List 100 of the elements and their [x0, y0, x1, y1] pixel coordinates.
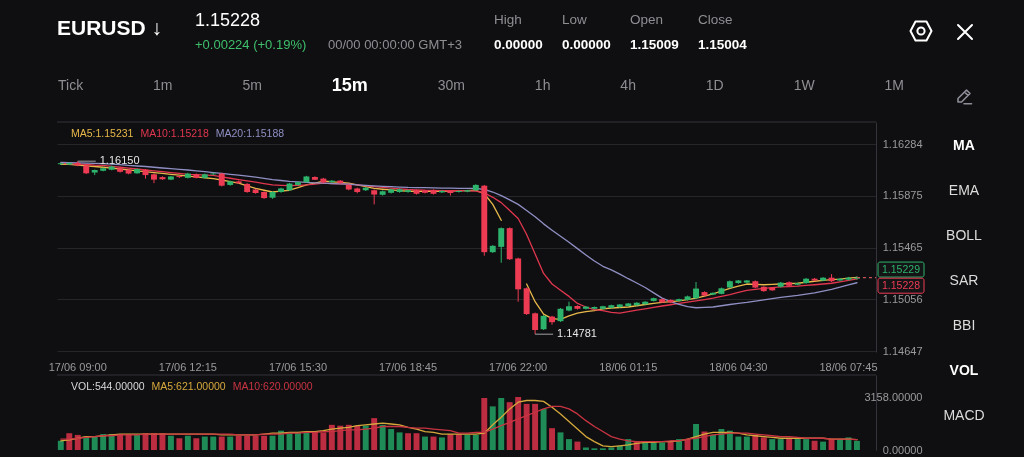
- text: 1W: [793, 77, 815, 93]
- x-tick-label: 18/06 07:45: [819, 360, 878, 373]
- text: MA10:620.00000: [232, 380, 313, 392]
- text: Close: [698, 12, 733, 27]
- text: 15m: [331, 75, 368, 95]
- bar: [100, 434, 107, 450]
- text: Tick: [58, 77, 84, 93]
- text: 1h: [534, 77, 551, 93]
- ref-line-label: 1.15229: [882, 262, 921, 275]
- bar: [447, 434, 454, 450]
- text: 0.00000: [562, 37, 611, 52]
- bar: [786, 438, 793, 450]
- bar: [379, 424, 386, 450]
- text: BOLL: [946, 227, 982, 243]
- x-tick-label: 18/06 04:30: [709, 360, 768, 373]
- ref-line-label: 1.15228: [882, 278, 921, 291]
- text: EMA: [948, 182, 980, 198]
- bar: [794, 439, 801, 450]
- bar: [608, 447, 615, 450]
- bar: [210, 436, 217, 450]
- bar: [405, 433, 412, 450]
- y-tick-label: 1.14647: [882, 344, 923, 357]
- bar: [549, 428, 556, 450]
- y-tick-label: 1.15465: [882, 241, 923, 254]
- bar: [362, 425, 369, 450]
- text: Low: [562, 12, 587, 27]
- bar: [438, 437, 445, 450]
- text: EURUSD ↓: [57, 16, 163, 39]
- bar: [743, 436, 750, 450]
- annotation: VOL:544.00000: [71, 380, 145, 392]
- bar: [167, 435, 174, 450]
- bar: [396, 432, 403, 450]
- bar: [566, 439, 572, 450]
- y-tick-label: 1.15875: [882, 189, 923, 202]
- bar: [422, 436, 428, 450]
- candlestick: [498, 226, 505, 264]
- text: 1D: [705, 77, 724, 93]
- text: 1.15004: [698, 37, 747, 52]
- bar: [811, 440, 818, 450]
- text: BBI: [952, 317, 976, 333]
- text: MACD: [943, 407, 985, 423]
- bar: [853, 440, 860, 450]
- bar: [269, 435, 276, 450]
- text: 1.15009: [630, 37, 679, 52]
- candlestick: [294, 180, 301, 187]
- bar: [582, 447, 589, 450]
- y-tick-label: 1.16284: [882, 137, 923, 150]
- bar: [83, 436, 90, 450]
- text: 00/00 00:00:00 GMT+3: [328, 37, 463, 52]
- text: 30m: [437, 77, 465, 93]
- bar: [227, 436, 234, 450]
- text: 1.15228: [195, 10, 261, 30]
- y-tick-label: 1.15056: [882, 292, 923, 305]
- x-tick-label: 18/06 01:15: [599, 360, 658, 373]
- text: VOL: [949, 362, 979, 378]
- text: MA5:621.00000: [151, 380, 226, 392]
- annotation: 1.16150: [99, 154, 140, 167]
- y-tick-label: 0.00000: [882, 443, 923, 456]
- bar: [769, 439, 776, 450]
- bar: [303, 432, 310, 450]
- x-tick-label: 17/06 22:00: [489, 360, 548, 373]
- text: MA5:1.15231: [71, 127, 134, 139]
- x-tick-label: 17/06 09:00: [48, 360, 107, 373]
- x-tick-label: 17/06 12:15: [158, 360, 217, 373]
- candlestick: [582, 305, 589, 311]
- bar: [201, 436, 208, 450]
- text: MA10:1.15218: [140, 127, 209, 139]
- bar: [489, 406, 496, 450]
- bar: [464, 434, 471, 450]
- bar: [777, 439, 784, 450]
- text: MA: [953, 137, 975, 153]
- text: Open: [630, 12, 664, 27]
- x-tick-label: 17/06 15:30: [268, 360, 328, 373]
- bar: [659, 442, 666, 450]
- bar: [803, 439, 810, 450]
- bar: [193, 438, 200, 450]
- bar: [574, 441, 581, 450]
- bar: [388, 429, 395, 450]
- candlestick: [455, 189, 462, 194]
- bar: [472, 434, 479, 450]
- bar: [820, 441, 827, 450]
- text: 4h: [620, 77, 636, 93]
- text: 1m: [153, 77, 173, 93]
- annotation: 1.14781: [557, 327, 597, 340]
- candlestick: [693, 281, 699, 300]
- y-tick-label: 3158.00000: [864, 390, 923, 403]
- text: 5m: [242, 77, 262, 93]
- x-tick-label: 17/06 18:45: [379, 360, 438, 373]
- bar: [91, 436, 98, 450]
- candlestick: [405, 188, 412, 194]
- text: SAR: [949, 272, 979, 288]
- bar: [184, 435, 191, 450]
- bar: [735, 436, 742, 450]
- bar: [134, 434, 140, 450]
- bar: [837, 439, 843, 450]
- bar: [218, 436, 225, 450]
- bar: [540, 408, 547, 450]
- text: 1M: [884, 77, 904, 93]
- bar: [57, 440, 64, 450]
- text: +0.00224 (+0.19%): [195, 37, 307, 52]
